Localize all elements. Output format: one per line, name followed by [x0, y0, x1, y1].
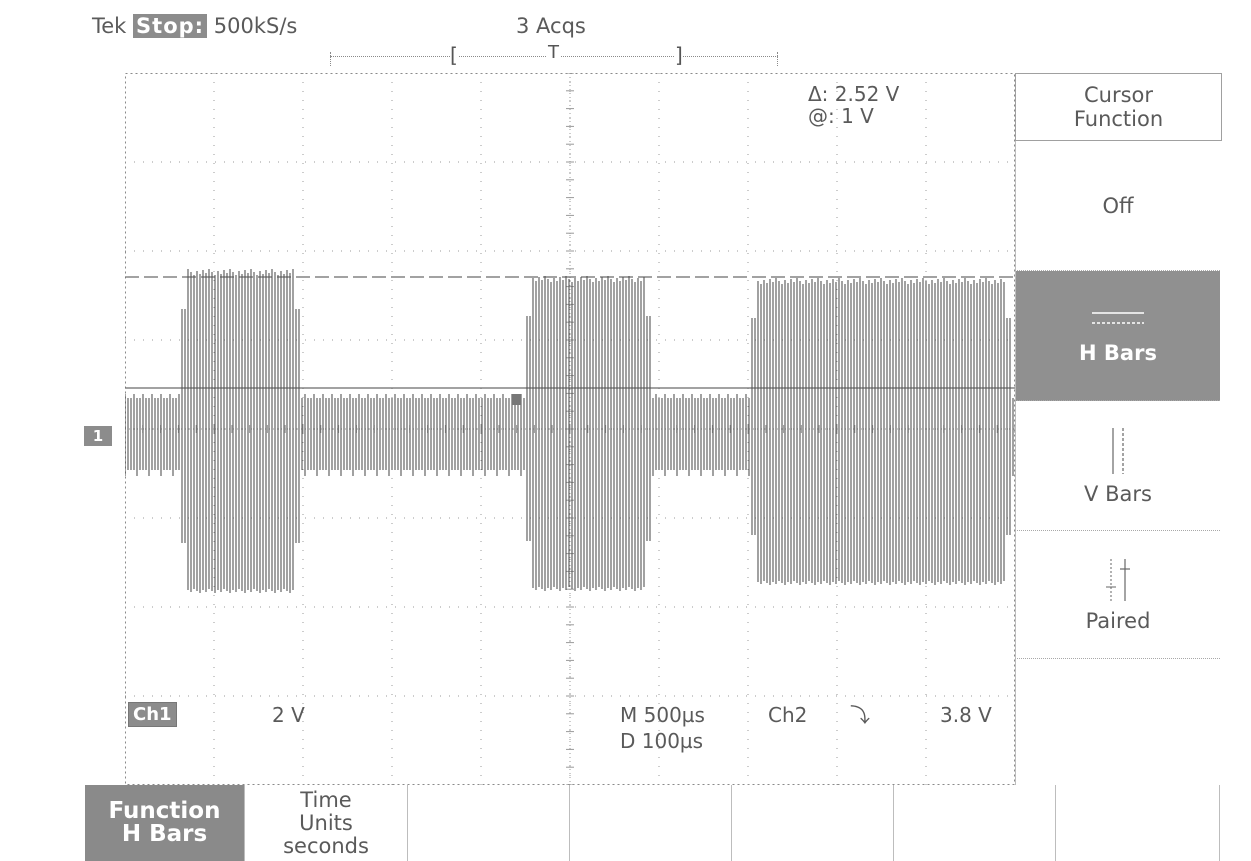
- brand-label: Tek: [92, 14, 127, 38]
- delayed-timebase: D 100µs: [620, 729, 704, 753]
- channel1-badge: Ch1: [128, 702, 177, 727]
- side-menu-title-line1: Cursor: [1083, 83, 1154, 107]
- side-menu-title-line2: Function: [1073, 107, 1164, 131]
- time-units-line2: Units: [299, 810, 353, 835]
- trigger-slope-icon: ⤵: [850, 703, 870, 727]
- bottom-button-time-units[interactable]: Time Units seconds: [245, 785, 408, 861]
- function-value: H Bars: [121, 821, 208, 847]
- side-item-v-bars[interactable]: V Bars: [1015, 401, 1220, 531]
- bottom-button-3[interactable]: [408, 785, 570, 861]
- h-bar-cursors[interactable]: [125, 276, 1015, 389]
- side-item-empty[interactable]: [1015, 659, 1220, 785]
- graticule-grid: [125, 73, 1015, 785]
- bottom-button-7[interactable]: [1056, 785, 1220, 861]
- time-units-line1: Time: [300, 787, 352, 812]
- function-label: Function: [108, 798, 221, 824]
- sample-rate: 500kS/s: [213, 14, 298, 38]
- channel1-ground-marker-icon[interactable]: 1: [84, 426, 112, 446]
- cursor-delta-readout: Δ: 2.52 V: [808, 82, 900, 106]
- waveform-trace: [125, 269, 1014, 593]
- bottom-button-6[interactable]: [894, 785, 1056, 861]
- cursor-position-readout: @: 1 V: [808, 104, 874, 128]
- volts-per-div: 2 V: [272, 703, 305, 727]
- side-item-v-bars-label: V Bars: [1084, 481, 1152, 506]
- h-bars-icon: [1092, 311, 1144, 324]
- trigger-level: 3.8 V: [940, 703, 992, 727]
- record-view-bar: [ T ]: [330, 42, 778, 67]
- record-bracket-right: ]: [675, 43, 683, 67]
- bottom-button-4[interactable]: [570, 785, 732, 861]
- channel1-readout: Ch1: [128, 702, 177, 727]
- main-timebase: M 500µs: [620, 703, 705, 727]
- trigger-level-marker-icon: [512, 394, 521, 405]
- trigger-source: Ch2: [768, 703, 808, 727]
- side-menu: Cursor Function Off H Bars V Bars Paired: [1015, 73, 1222, 785]
- bottom-menu: Function H Bars Time Units seconds: [85, 785, 1220, 861]
- waveform-graticule[interactable]: [125, 73, 1015, 785]
- record-bracket-left: [: [450, 43, 458, 67]
- trigger-position-marker: T: [546, 42, 561, 63]
- side-menu-title: Cursor Function: [1015, 73, 1222, 141]
- header-status: Tek Stop: 500kS/s: [92, 14, 297, 38]
- side-item-paired-label: Paired: [1085, 608, 1151, 633]
- acquisition-state-badge: Stop:: [133, 14, 208, 38]
- v-bars-icon: [1112, 427, 1124, 474]
- paired-icon: [1106, 558, 1130, 601]
- side-item-paired[interactable]: Paired: [1015, 531, 1220, 659]
- bottom-button-function[interactable]: Function H Bars: [85, 785, 245, 861]
- side-item-off-label: Off: [1102, 193, 1134, 218]
- bottom-button-5[interactable]: [732, 785, 894, 861]
- side-item-off[interactable]: Off: [1015, 141, 1220, 271]
- time-units-value: seconds: [283, 833, 369, 858]
- acquisition-count: 3 Acqs: [516, 14, 586, 38]
- side-item-h-bars-label: H Bars: [1079, 340, 1157, 365]
- side-item-h-bars[interactable]: H Bars: [1015, 271, 1220, 401]
- channel-marker-label: 1: [92, 427, 104, 445]
